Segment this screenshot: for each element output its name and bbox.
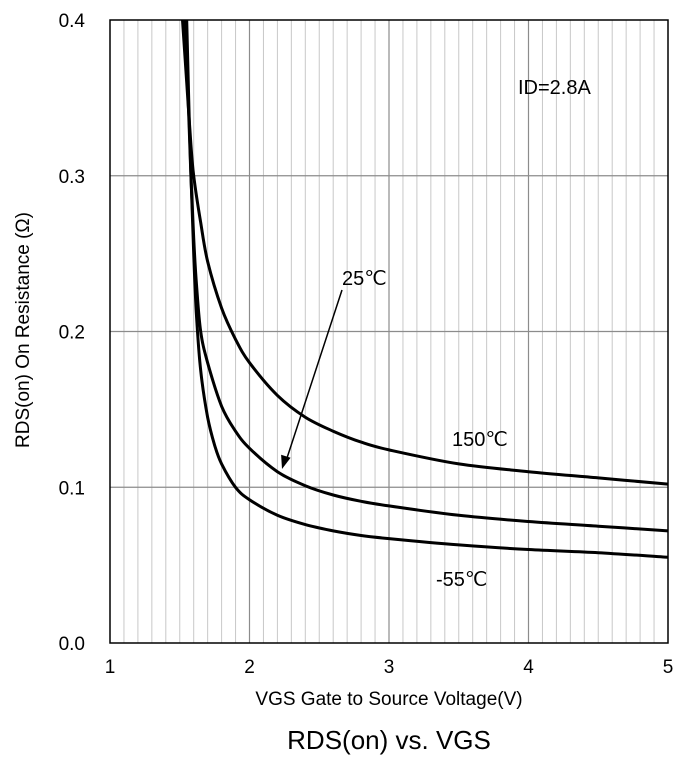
x-tick-label: 1 (105, 657, 116, 678)
x-axis-title: VGS Gate to Source Voltage(V) (255, 689, 522, 710)
x-tick-label: 4 (523, 657, 534, 678)
tick-labels: 1 2 3 4 5 0.0 0.1 0.2 0.3 0.4 (59, 11, 674, 678)
series-line-minus55c (185, 19, 669, 559)
y-tick-label: 0.3 (59, 167, 85, 188)
label-minus55c: -55℃ (436, 569, 487, 591)
series-line-150c (181, 19, 669, 486)
x-tick-label: 3 (384, 657, 395, 678)
series-lines (181, 19, 669, 559)
grid (110, 20, 668, 643)
plot-frame (109, 19, 669, 644)
label-25c: 25℃ (342, 268, 387, 290)
label-150c: 150℃ (452, 429, 508, 451)
arrowhead (281, 454, 291, 469)
y-axis-title: RDS(on) On Resistance (Ω) (13, 212, 34, 448)
y-tick-label: 0.1 (59, 478, 85, 499)
x-tick-label: 2 (244, 657, 255, 678)
chart-title: RDS(on) vs. VGS (287, 725, 491, 755)
arrow-25c (281, 289, 343, 469)
y-tick-label: 0.4 (59, 11, 86, 32)
condition-annotation: ID=2.8A (518, 77, 591, 99)
series-line-25c (183, 19, 669, 533)
x-tick-label: 5 (663, 657, 674, 678)
y-tick-label: 0.0 (59, 634, 85, 655)
y-tick-label: 0.2 (59, 323, 85, 344)
